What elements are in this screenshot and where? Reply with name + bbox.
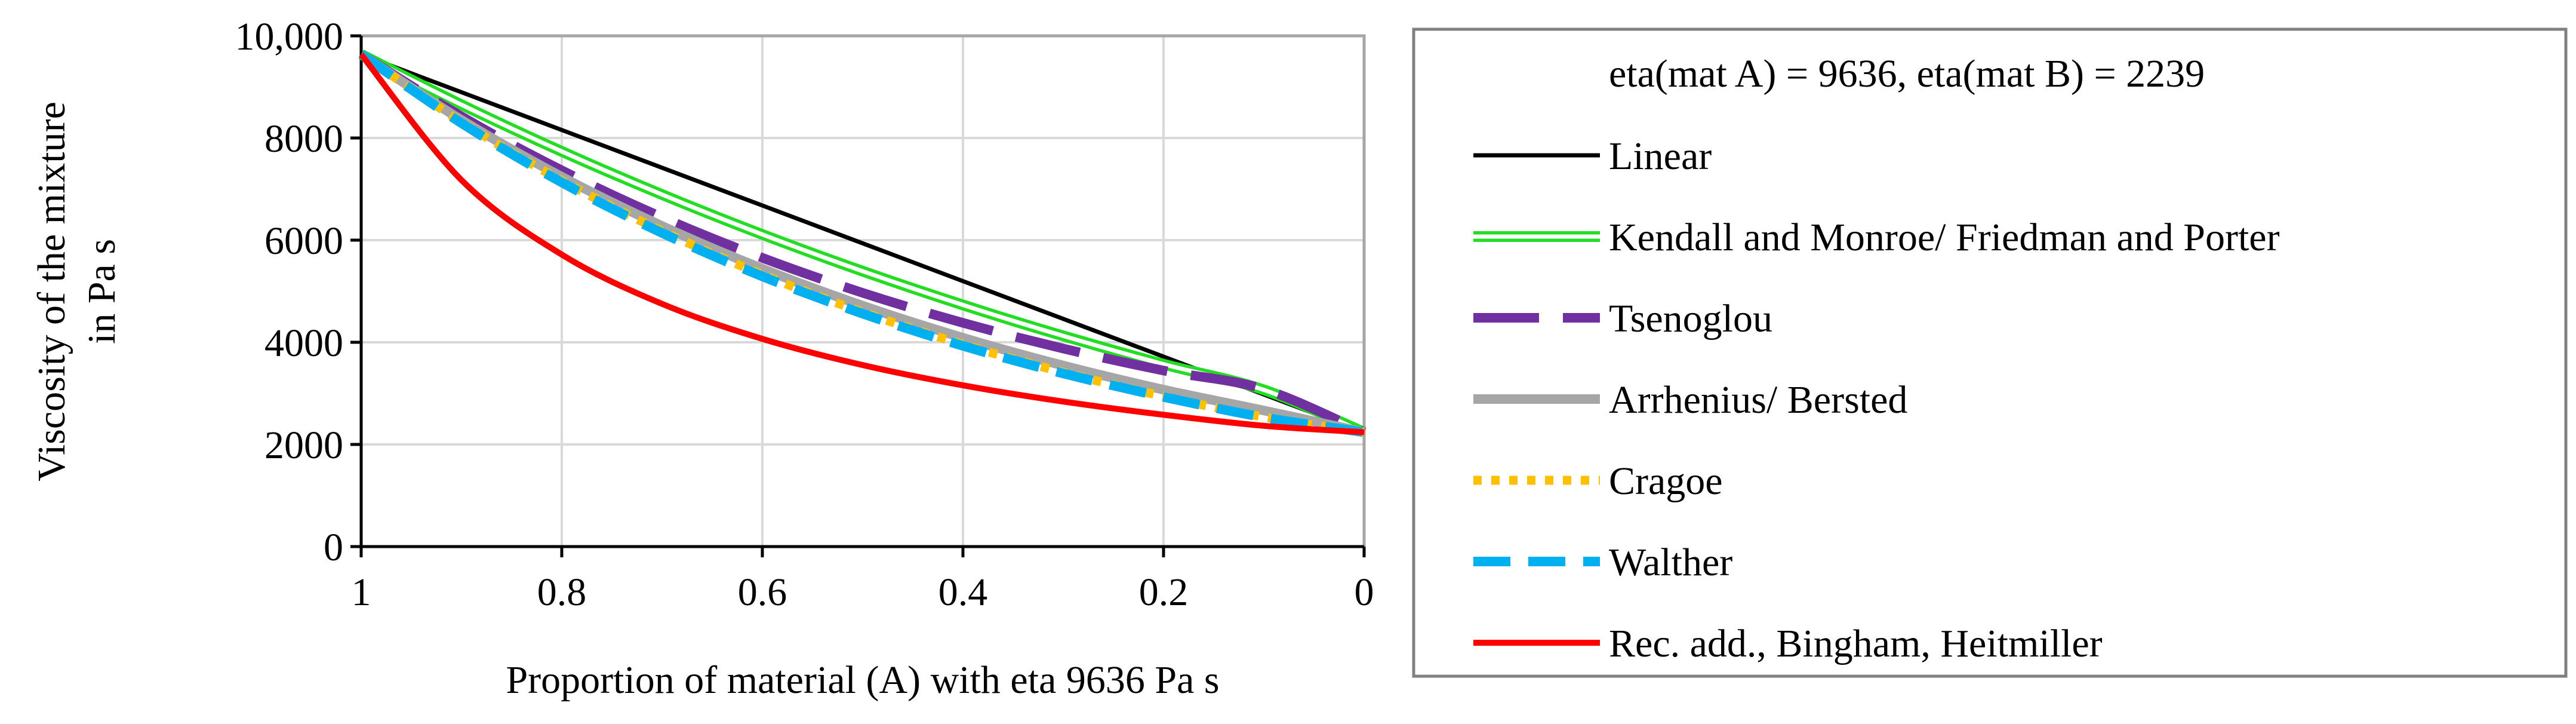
x-axis-title: Proportion of material (A) with eta 9636… — [506, 658, 1219, 702]
legend-label: Rec. add., Bingham, Heitmiller — [1609, 622, 2103, 665]
legend-label: Linear — [1609, 134, 1712, 178]
legend-label: Tsenoglou — [1609, 297, 1772, 340]
legend-entries: Linear Kendall and Monroe/ Friedman and P… — [1473, 134, 2280, 665]
series-line-walther — [358, 50, 1365, 437]
legend-item-kendall-and-monroe-friedman-and-porter: Kendall and Monroe/ Friedman and Porter — [1473, 216, 2280, 259]
series-line-rec-add-bingham-heitmiller — [359, 52, 1365, 435]
y-axis-title: Viscosity of the mixture in Pa s — [30, 102, 124, 481]
x-tick-labels: 1 0.8 0.6 0.4 0.2 0 — [352, 547, 1374, 614]
y-tick-labels: 0 2000 4000 6000 8000 10,000 — [235, 15, 361, 569]
x-tick-label: 1 — [352, 570, 371, 614]
legend-item-tsenoglou: Tsenoglou — [1473, 297, 1772, 340]
x-tick-label: 0.6 — [738, 570, 787, 614]
x-tick-label: 0 — [1355, 570, 1374, 614]
legend-item-walther: Walther — [1473, 541, 1732, 584]
series-lines — [358, 50, 1367, 437]
legend-label: Arrhenius/ Bersted — [1609, 378, 1907, 422]
legend-item-cragoe: Cragoe — [1473, 459, 1723, 503]
x-tick-label: 0.2 — [1139, 570, 1189, 614]
legend-label: Walther — [1609, 541, 1732, 584]
y-axis-title-line-2: in Pa s — [80, 239, 124, 344]
legend-title: eta(mat A) = 9636, eta(mat B) = 2239 — [1609, 52, 2205, 96]
y-tick-label: 8000 — [264, 117, 343, 161]
y-tick-label: 0 — [324, 526, 343, 569]
legend-label: Cragoe — [1609, 459, 1723, 503]
legend-label: Kendall and Monroe/ Friedman and Porter — [1609, 216, 2280, 259]
legend-item-linear: Linear — [1473, 134, 1712, 178]
legend-box — [1412, 27, 2568, 678]
y-tick-label: 6000 — [264, 219, 343, 263]
y-tick-label: 2000 — [264, 424, 343, 467]
y-tick-label: 4000 — [264, 321, 343, 365]
x-tick-label: 0.4 — [938, 570, 988, 614]
legend-item-arrhenius-bersted: Arrhenius/ Bersted — [1473, 378, 1907, 422]
legend-item-rec-add-bingham-heitmiller: Rec. add., Bingham, Heitmiller — [1473, 622, 2103, 665]
y-axis-title-line-1: Viscosity of the mixture — [30, 102, 73, 481]
x-tick-label: 0.8 — [537, 570, 587, 614]
y-tick-label: 10,000 — [235, 15, 344, 59]
